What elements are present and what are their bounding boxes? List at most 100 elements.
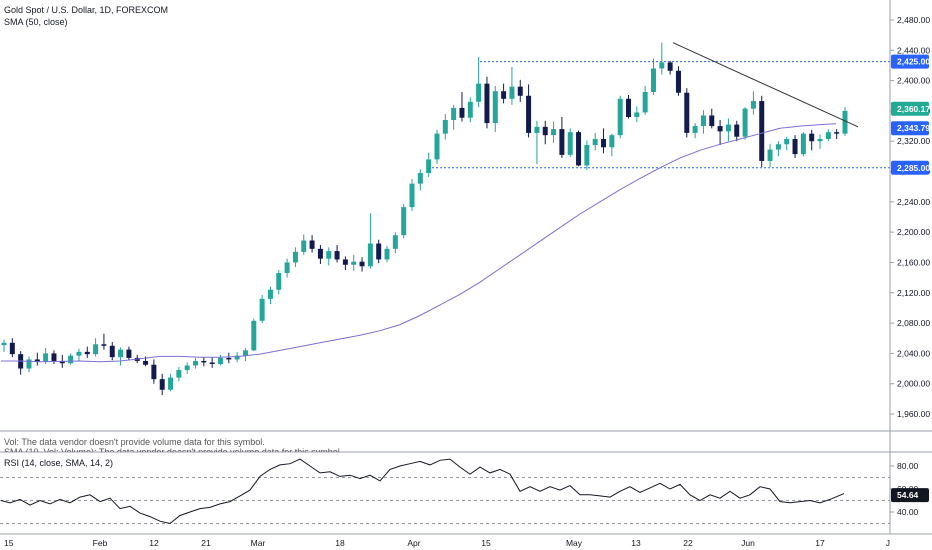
candle-down [226,357,232,360]
time-tick-label: 22 [683,538,693,548]
price-tick-label: 2,000.00 [897,379,930,389]
volume-legend: Vol: The data vendor doesn't provide vol… [4,437,265,447]
candle-down [559,129,565,155]
candle-down [809,133,815,142]
candle-up [242,350,248,356]
time-tick-label: 17 [815,538,825,548]
candle-up [351,261,357,265]
candle-down [34,359,40,362]
candle-down [317,248,323,259]
candle-up [617,98,623,136]
candle-up [326,251,332,259]
sma-value-tag-text: 2,343.79 [897,123,930,133]
candle-up [592,138,598,146]
time-tick-label: 21 [201,538,211,548]
support-tag [891,160,929,175]
time-tick-label: 15 [481,538,491,548]
candle-up [409,183,415,208]
candle-down [526,95,532,133]
candle-up [392,235,398,249]
rsi-tick-label: 80.00 [897,461,919,471]
candle-up [168,377,174,390]
candle-up [725,124,731,132]
candle-up [426,159,432,174]
price-tick-label: 2,040.00 [897,348,930,358]
candle-up [609,135,615,148]
resistance-tag [891,54,929,69]
candle-up [217,357,223,364]
candle-up [509,86,515,99]
resistance-tag-text: 2,425.00 [897,57,930,67]
candle-up [384,248,390,260]
candle-down [126,349,132,358]
candle-up [259,298,265,321]
time-tick-label: 15 [4,538,14,548]
candle-down [542,126,548,136]
candle-up [534,126,540,133]
price-tick-label: 2,200.00 [897,227,930,237]
time-tick-label: Apr [407,538,420,548]
candle-down [342,259,348,265]
time-tick-label: 18 [335,538,345,548]
candle-up [193,360,199,366]
candle-down [717,126,723,132]
candle-up [784,138,790,145]
candle-up [76,351,82,356]
candle-down [684,92,690,133]
candle-down [84,351,90,355]
candle-down [143,360,149,365]
price-tick-label: 2,080.00 [897,318,930,328]
candle-down [792,138,798,155]
candle-up [26,359,32,369]
candle-up [176,370,182,378]
candle-down [675,70,681,93]
candle-up [292,251,298,263]
candle-up [284,262,290,274]
candle-down [101,344,107,346]
candle-up [251,320,257,351]
candle-up [184,365,190,371]
candle-down [834,132,840,134]
candle-up [68,355,74,364]
rsi-value-tag [891,488,929,503]
rsi-tick-label: 40.00 [897,507,919,517]
candle-down [667,62,673,71]
candle-up [276,273,282,290]
candle-down [759,101,765,161]
candle-up [267,289,273,299]
candle-up [301,240,307,252]
candle-down [517,86,523,96]
rsi-value-tag-text: 54.64 [897,490,919,500]
candle-down [501,91,507,99]
candle-up [659,62,665,69]
rsi-line [0,458,845,525]
time-tick-label: Feb [93,538,108,548]
time-tick-label: J [886,538,890,548]
candle-down [709,115,715,127]
time-tick-label: May [566,538,583,548]
candle-down [109,345,115,358]
candle-down [459,107,465,118]
candle-down [359,261,365,267]
candle-up [492,91,498,124]
candle-up [476,83,482,102]
candle-up [584,145,590,166]
price-tick-label: 2,240.00 [897,197,930,207]
candle-up [551,129,557,136]
candle-up [367,243,373,267]
candle-up [118,349,124,358]
sma-value-tag [891,121,929,136]
candle-up [700,115,706,127]
candle-up [817,138,823,142]
sma-legend: SMA (50, close) [4,17,68,27]
sma-line [1,123,837,363]
candle-down [209,362,215,364]
candle-up [750,101,756,109]
candle-up [642,91,648,113]
chart-title: Gold Spot / U.S. Dollar, 1D, FOREXCOM [4,5,169,15]
candle-up [634,112,640,117]
trend-line[interactable] [672,42,859,128]
rsi-legend: RSI (14, close, SMA, 14, 2) [4,458,114,468]
price-tick-label: 1,960.00 [897,409,930,419]
